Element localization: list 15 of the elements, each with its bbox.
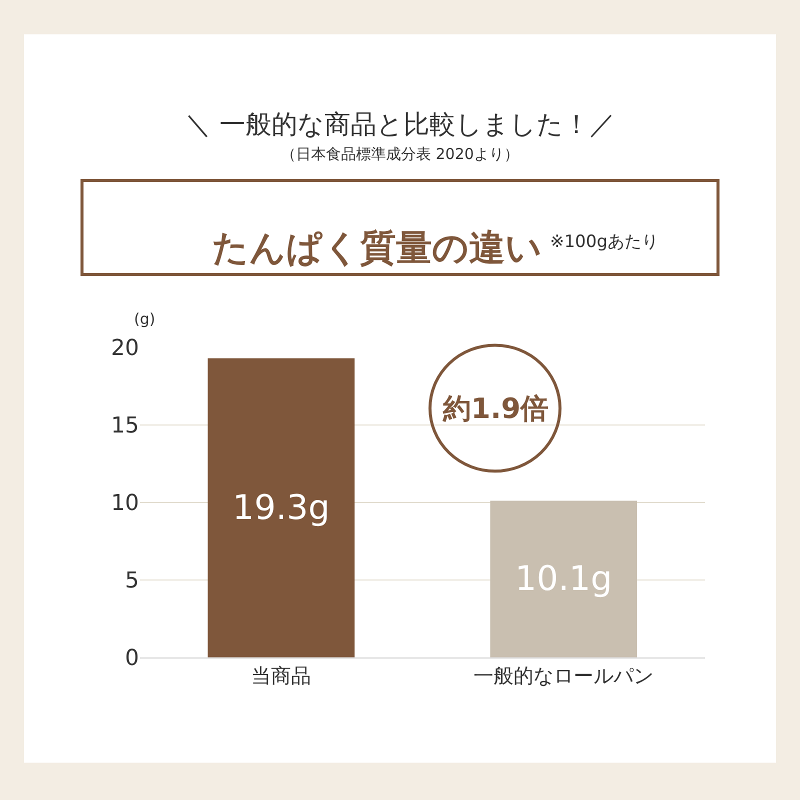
data-label: 10.1g <box>514 559 612 600</box>
text: ※100gあたり <box>550 232 658 252</box>
y-axis-title: (g) <box>134 310 156 328</box>
x-tick-label: 当商品 <box>251 663 312 688</box>
chart-title: ＼ 一般的な商品と比較しました！／ <box>185 110 616 140</box>
y-tick-label: 20 <box>111 336 139 362</box>
text: たんぱく質量の違い <box>212 228 542 269</box>
data-label: 19.3g <box>232 488 330 528</box>
y-tick-label: 15 <box>111 414 139 439</box>
y-tick-label: 10 <box>111 491 139 516</box>
y-tick-label: 0 <box>125 646 139 672</box>
annotation: 約1.9倍 <box>442 392 549 425</box>
y-tick-label: 5 <box>125 568 139 594</box>
chart-subtitle: （日本食品標準成分表 2020より） <box>281 145 519 163</box>
x-tick-label: 一般的なロールパン <box>474 663 654 688</box>
